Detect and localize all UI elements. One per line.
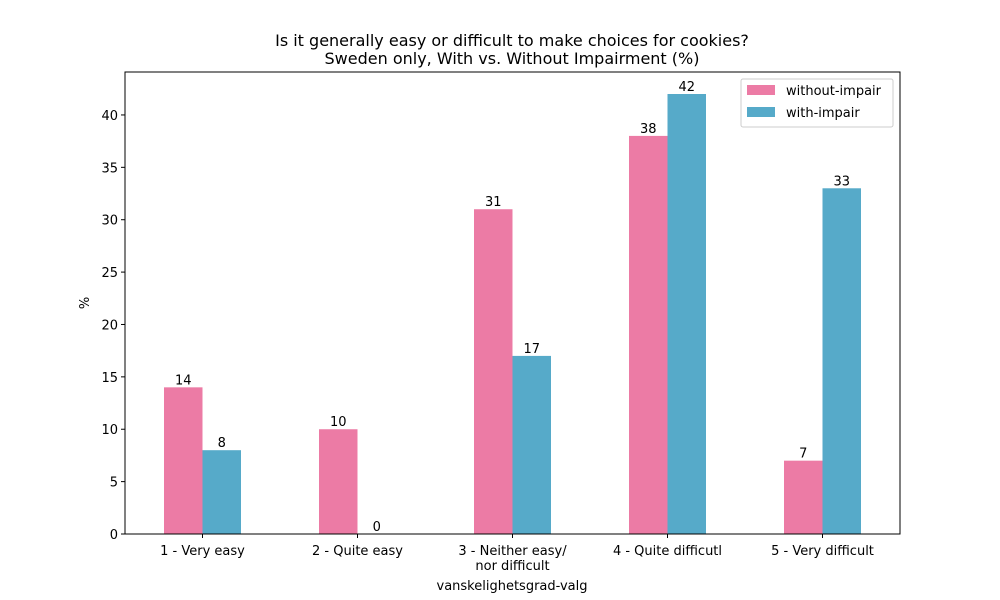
x-tick-label: 5 - Very difficult: [771, 544, 874, 559]
data-label: 10: [330, 415, 347, 430]
bar-without-impair-2: [319, 429, 358, 534]
y-tick-label: 30: [101, 214, 118, 229]
legend-swatch-without-impair: [747, 85, 775, 95]
chart-title: Is it generally easy or difficult to mak…: [275, 31, 749, 50]
data-label: 17: [523, 342, 540, 357]
data-label: 38: [640, 122, 657, 137]
data-label: 33: [833, 174, 850, 189]
bar-with-impair-3: [512, 355, 551, 534]
x-axis-label: vanskelighetsgrad-valg: [437, 579, 588, 594]
data-label: 31: [485, 195, 502, 210]
data-labels-group: 14 8 10 0 31 17 38 42 7 33: [175, 80, 850, 535]
x-tick-label: 1 - Very easy: [160, 544, 245, 559]
y-tick-label: 20: [101, 318, 118, 333]
bar-without-impair-3: [474, 209, 513, 534]
bar-without-impair-5: [784, 460, 823, 534]
data-label: 8: [218, 436, 226, 451]
y-tick-label: 25: [101, 266, 118, 281]
y-tick-label: 0: [110, 528, 118, 543]
y-axis-label: %: [78, 297, 93, 309]
y-tick-label: 15: [101, 371, 118, 386]
data-label: 14: [175, 373, 192, 388]
data-label: 7: [799, 447, 807, 462]
bar-without-impair-1: [164, 387, 203, 534]
legend-label: with-impair: [786, 106, 860, 121]
x-tick-label: 2 - Quite easy: [312, 544, 403, 559]
bars-group: [164, 94, 861, 535]
legend: without-impair with-impair: [740, 78, 894, 128]
x-tick-label: 4 - Quite difficutl: [613, 544, 722, 559]
plot-frame: [124, 71, 901, 535]
bar-without-impair-4: [629, 135, 668, 534]
x-tick-label: 3 - Neither easy/: [458, 544, 567, 559]
x-tick-label: nor difficult: [475, 559, 549, 574]
legend-swatch-with-impair: [747, 107, 775, 117]
bar-with-impair-4: [667, 94, 706, 534]
y-axis: 0 5 10 15 20 25 30 35 40: [101, 109, 125, 543]
bar-with-impair-1: [202, 450, 241, 534]
y-tick-label: 5: [110, 476, 118, 491]
data-label: 42: [678, 80, 695, 95]
x-axis: 1 - Very easy 2 - Quite easy 3 - Neither e…: [160, 534, 874, 574]
data-label: 0: [373, 520, 381, 535]
y-tick-label: 40: [101, 109, 118, 124]
y-tick-label: 10: [101, 423, 118, 438]
legend-box: [740, 78, 894, 128]
y-tick-label: 35: [101, 161, 118, 176]
chart-subtitle: Sweden only, With vs. Without Impairment…: [325, 49, 700, 68]
bar-with-impair-5: [822, 188, 861, 535]
legend-label: without-impair: [786, 84, 882, 99]
